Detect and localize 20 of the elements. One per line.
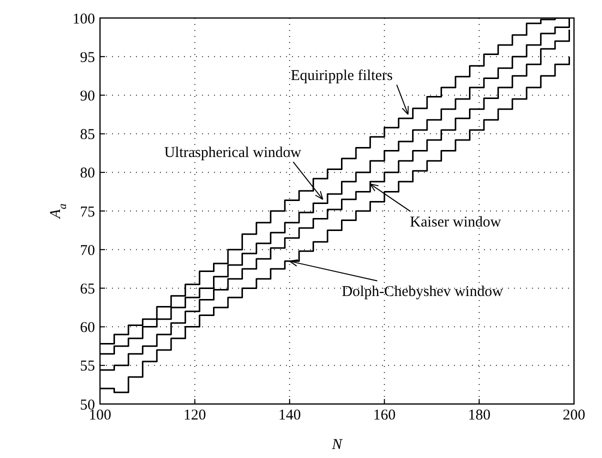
y-tick-label: 95 <box>80 50 95 66</box>
y-tick-label: 65 <box>80 282 95 298</box>
y-tick-label: 100 <box>72 11 95 28</box>
annotation: Ultraspherical window <box>164 144 302 161</box>
x-tick-label: 200 <box>562 408 586 424</box>
x-tick-label: 180 <box>468 408 490 424</box>
y-tick-label: 80 <box>80 166 95 182</box>
annotation: Kaiser window <box>410 214 502 230</box>
y-tick-label: 60 <box>80 320 95 336</box>
y-tick-label: 90 <box>80 88 95 105</box>
y-tick-label: 85 <box>80 127 95 144</box>
x-tick-label: 160 <box>373 408 396 424</box>
x-tick-label: 140 <box>278 408 301 424</box>
y-tick-label: 75 <box>80 204 95 220</box>
annotation: Equiripple filters <box>290 68 393 84</box>
x-tick-label: 120 <box>184 408 206 424</box>
x-axis-title: N <box>330 437 343 453</box>
y-tick-label: 55 <box>80 358 95 375</box>
annotation: Dolph-Chebyshev window <box>342 284 504 300</box>
y-tick-label: 70 <box>80 242 95 259</box>
